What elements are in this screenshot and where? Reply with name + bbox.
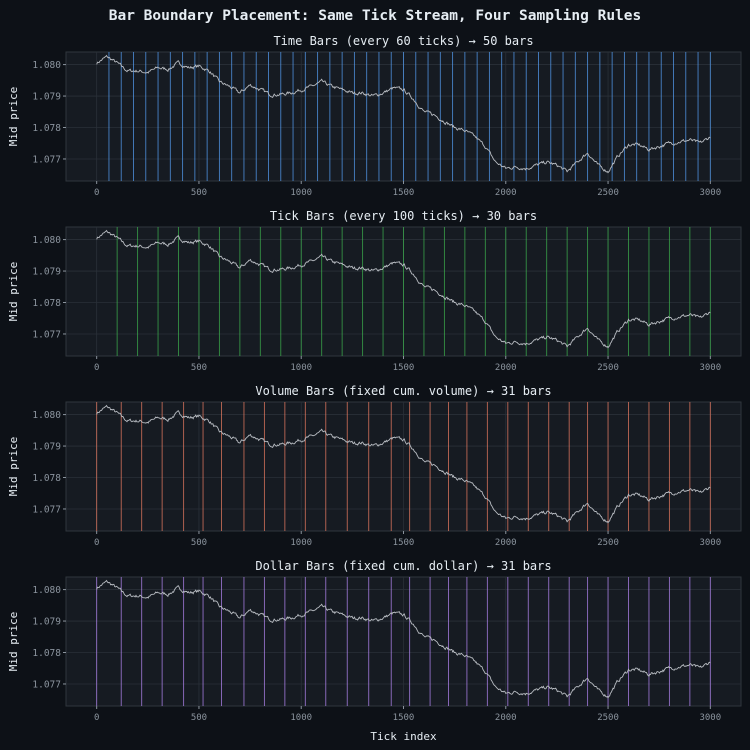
x-tick-label: 1000 bbox=[290, 713, 312, 723]
y-tick-label: 1.080 bbox=[32, 585, 61, 596]
y-tick-label: 1.077 bbox=[32, 504, 61, 515]
x-tick-label: 2000 bbox=[495, 538, 517, 548]
x-tick-label: 1000 bbox=[290, 188, 312, 198]
y-tick-label: 1.079 bbox=[32, 92, 61, 103]
x-tick-label: 500 bbox=[191, 713, 207, 723]
x-tick-label: 3000 bbox=[699, 188, 721, 198]
y-tick-label: 1.079 bbox=[32, 442, 61, 453]
x-tick-label: 3000 bbox=[699, 713, 721, 723]
y-axis-label: Mid price bbox=[7, 262, 20, 322]
price-series-line bbox=[96, 54, 711, 174]
x-tick-label: 1500 bbox=[393, 188, 415, 198]
panel-title: Time Bars (every 60 ticks) → 50 bars bbox=[273, 34, 533, 48]
x-tick-label: 2500 bbox=[597, 538, 619, 548]
price-series-line bbox=[96, 579, 711, 699]
x-tick-label: 2500 bbox=[597, 363, 619, 373]
x-tick-label: 2000 bbox=[495, 188, 517, 198]
panel-title: Volume Bars (fixed cum. volume) → 31 bar… bbox=[255, 384, 551, 398]
y-tick-label: 1.078 bbox=[32, 298, 61, 309]
y-axis-label: Mid price bbox=[7, 437, 20, 497]
panel-title: Tick Bars (every 100 ticks) → 30 bars bbox=[270, 209, 537, 223]
chart-panel-2: 0 500 1000 1500 2000 2500 3000 1.077 1.078 1.079 1… bbox=[7, 209, 742, 373]
chart-panel-1: 0 500 1000 1500 2000 2500 3000 1.077 1.078 1.079 1… bbox=[7, 34, 742, 198]
y-tick-label: 1.080 bbox=[32, 60, 61, 71]
x-tick-label: 1000 bbox=[290, 538, 312, 548]
x-tick-label: 0 bbox=[94, 538, 99, 548]
x-tick-label: 2000 bbox=[495, 713, 517, 723]
x-tick-label: 500 bbox=[191, 363, 207, 373]
x-tick-label: 0 bbox=[94, 713, 99, 723]
panel-title: Dollar Bars (fixed cum. dollar) → 31 bar… bbox=[255, 559, 551, 573]
x-tick-label: 500 bbox=[191, 188, 207, 198]
price-series-line bbox=[96, 404, 711, 524]
x-tick-label: 2500 bbox=[597, 188, 619, 198]
x-tick-label: 1500 bbox=[393, 363, 415, 373]
y-tick-label: 1.078 bbox=[32, 473, 61, 484]
y-tick-label: 1.078 bbox=[32, 123, 61, 134]
y-axis-label: Mid price bbox=[7, 612, 20, 672]
x-tick-label: 500 bbox=[191, 538, 207, 548]
y-tick-label: 1.077 bbox=[32, 679, 61, 690]
y-tick-label: 1.080 bbox=[32, 410, 61, 421]
y-tick-label: 1.077 bbox=[32, 329, 61, 340]
x-tick-label: 3000 bbox=[699, 538, 721, 548]
chart-panel-3: 0 500 1000 1500 2000 2500 3000 1.077 1.078 1.079 1… bbox=[7, 384, 742, 548]
chart-panel-4: 0 500 1000 1500 2000 2500 3000 1.077 1.078 1.079 1… bbox=[7, 559, 742, 743]
x-tick-label: 2500 bbox=[597, 713, 619, 723]
x-tick-label: 0 bbox=[94, 188, 99, 198]
x-tick-label: 1500 bbox=[393, 538, 415, 548]
y-tick-label: 1.077 bbox=[32, 154, 61, 165]
figure-title: Bar Boundary Placement: Same Tick Stream… bbox=[108, 8, 642, 24]
x-tick-label: 3000 bbox=[699, 363, 721, 373]
y-tick-label: 1.080 bbox=[32, 235, 61, 246]
x-tick-label: 1000 bbox=[290, 363, 312, 373]
x-axis-label: Tick index bbox=[370, 730, 437, 743]
x-tick-label: 0 bbox=[94, 363, 99, 373]
x-tick-label: 2000 bbox=[495, 363, 517, 373]
y-tick-label: 1.079 bbox=[32, 617, 61, 628]
y-axis-label: Mid price bbox=[7, 87, 20, 147]
x-tick-label: 1500 bbox=[393, 713, 415, 723]
price-series-line bbox=[96, 229, 711, 349]
y-tick-label: 1.078 bbox=[32, 648, 61, 659]
y-tick-label: 1.079 bbox=[32, 267, 61, 278]
